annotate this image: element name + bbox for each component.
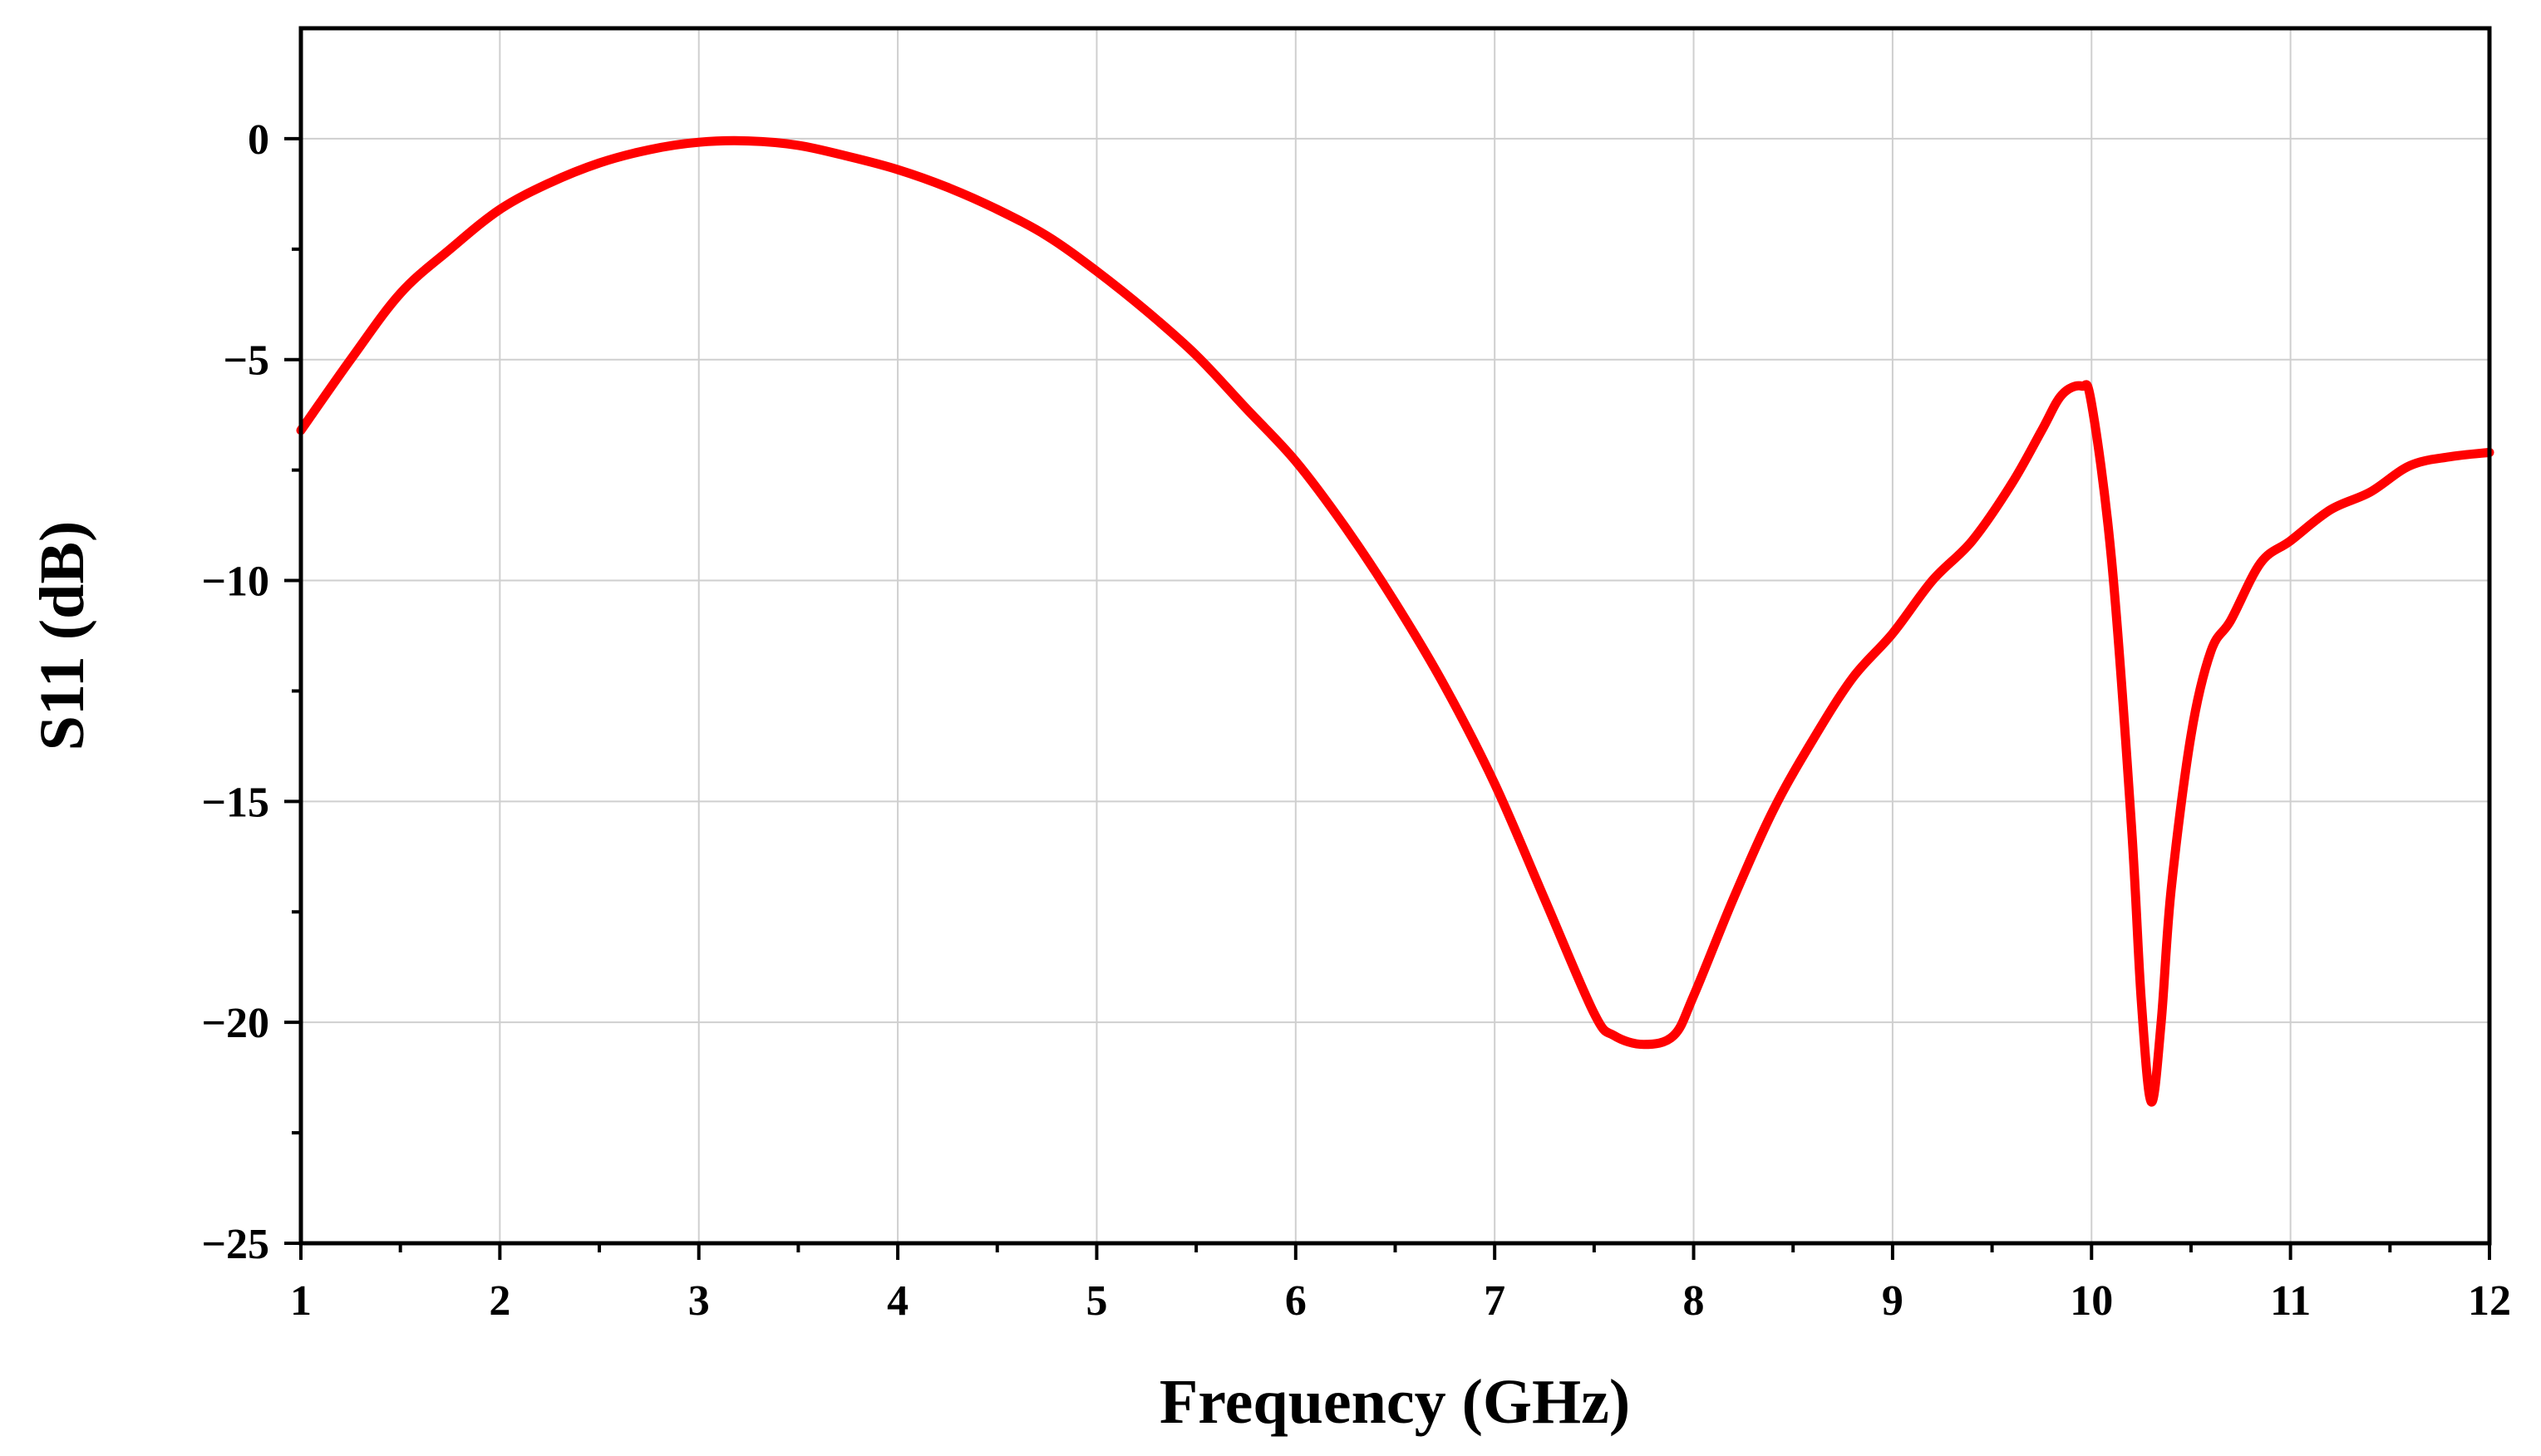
x-axis-title: Frequency (GHz) — [1160, 1367, 1630, 1437]
grid — [301, 28, 2489, 1243]
x-tick-label: 2 — [489, 1277, 510, 1325]
x-tick-label: 3 — [688, 1277, 710, 1325]
y-tick-label: −5 — [223, 337, 269, 385]
y-tick-label: −10 — [201, 558, 269, 606]
s11-curve — [296, 135, 2494, 1107]
y-tick-label: −25 — [201, 1221, 269, 1268]
ticks — [284, 136, 2491, 1260]
x-tick-label: 11 — [2270, 1277, 2311, 1325]
x-tick-label: 6 — [1285, 1277, 1307, 1325]
x-tick-label: 7 — [1484, 1277, 1505, 1325]
x-tick-label: 4 — [887, 1277, 909, 1325]
series-layer — [296, 135, 2494, 1107]
x-tick-label: 5 — [1086, 1277, 1107, 1325]
y-tick-label: −20 — [201, 1000, 269, 1047]
y-tick-label: −15 — [201, 779, 269, 826]
x-tick-label: 9 — [1882, 1277, 1903, 1325]
x-tick-label: 8 — [1683, 1277, 1705, 1325]
tick-labels: 1 2 3 4 5 6 7 8 9 10 11 120−5−10−15−20−25 — [201, 116, 2511, 1325]
x-tick-label: 12 — [2468, 1277, 2511, 1325]
y-tick-label: 0 — [248, 116, 269, 164]
x-tick-label: 1 — [290, 1277, 312, 1325]
x-tick-label: 10 — [2070, 1277, 2113, 1325]
y-axis-title: S11 (dB) — [27, 521, 97, 751]
